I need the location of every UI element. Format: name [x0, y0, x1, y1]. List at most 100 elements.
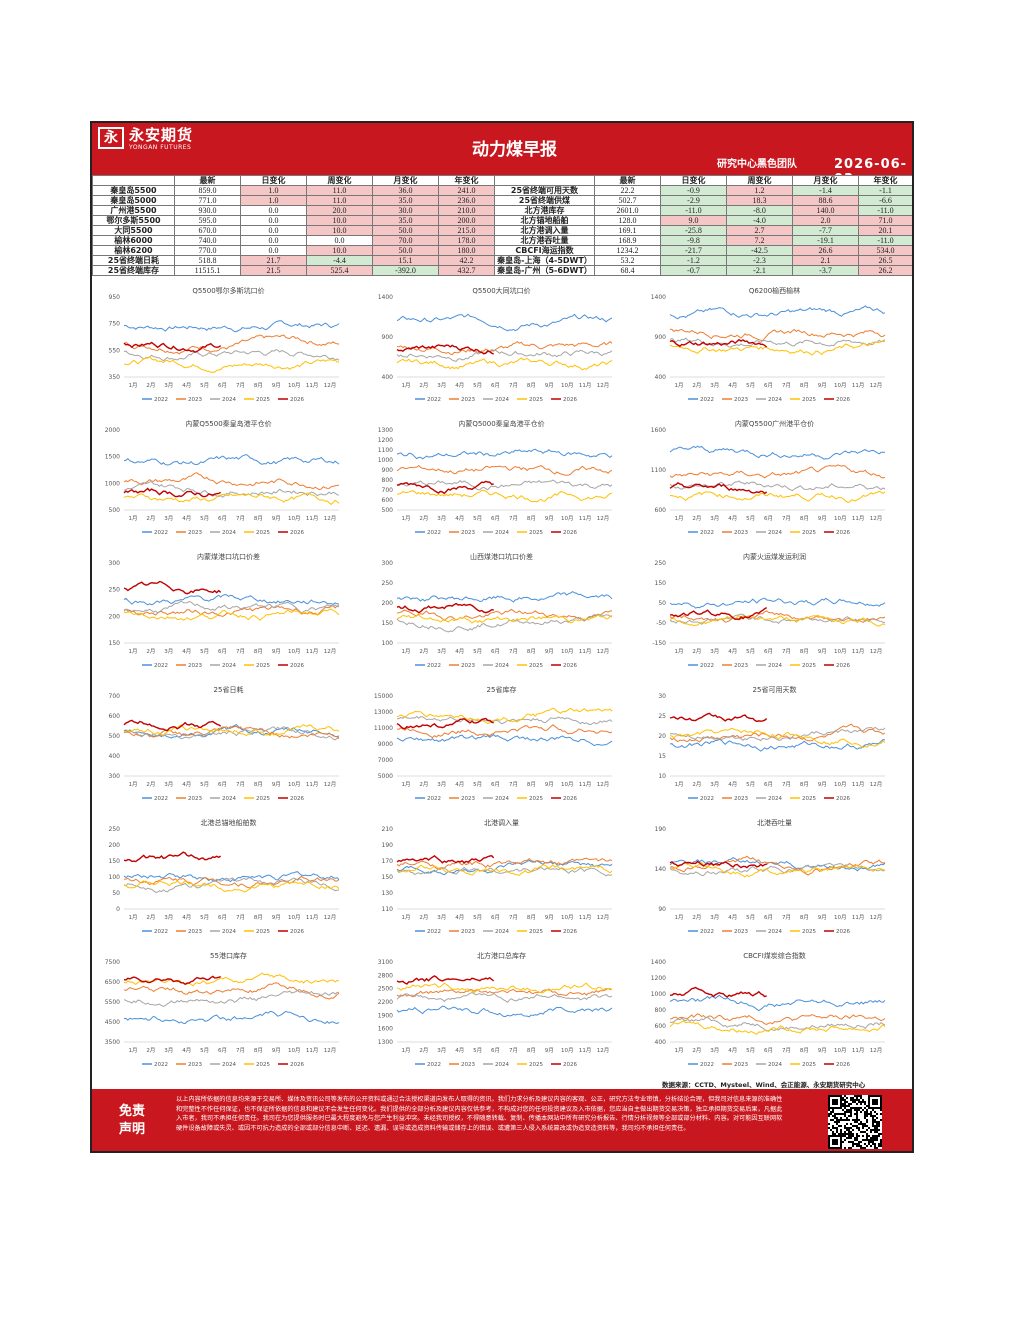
- legend-label: 2023: [461, 530, 475, 536]
- x-tick-label: 8月: [254, 1047, 263, 1054]
- x-tick-label: 1月: [401, 1047, 410, 1054]
- x-tick-label: 11月: [579, 1047, 592, 1054]
- y-tick-label: 1400: [378, 294, 393, 301]
- table-cell: 518.8: [174, 255, 241, 266]
- chart-title: 北港总锚地船舶数: [201, 818, 257, 827]
- x-tick-label: 9月: [272, 648, 281, 655]
- x-tick-label: 5月: [746, 1047, 755, 1054]
- x-tick-label: 7月: [236, 515, 245, 522]
- series-line-2022: [396, 448, 613, 460]
- x-tick-label: 4月: [455, 382, 464, 389]
- series-line-2022: [123, 453, 340, 466]
- x-tick-label: 5月: [473, 382, 482, 389]
- chart-title: 北方港口总库存: [477, 951, 526, 960]
- legend-label: 2025: [802, 796, 816, 802]
- y-tick-label: 300: [109, 773, 121, 780]
- table-cell: 1.0: [240, 185, 307, 196]
- series-line-2022: [669, 994, 886, 1012]
- series-line-2026: [396, 480, 494, 495]
- table-cell: -25.8: [660, 225, 727, 236]
- y-tick-label: 1200: [651, 975, 666, 982]
- table-cell: 0.0: [306, 235, 373, 246]
- series-line-2026: [669, 606, 768, 620]
- x-tick-label: 6月: [218, 914, 227, 921]
- x-tick-label: 2月: [146, 382, 155, 389]
- x-tick-label: 6月: [218, 515, 227, 522]
- legend-label: 2023: [734, 796, 748, 802]
- table-cell: 36.0: [372, 185, 439, 196]
- legend-label: 2025: [256, 530, 270, 536]
- table-cell: 770.0: [174, 245, 241, 256]
- series-line-2025: [396, 489, 613, 503]
- x-tick-label: 4月: [182, 648, 191, 655]
- series-line-2022: [669, 597, 886, 609]
- x-tick-label: 9月: [545, 781, 554, 788]
- x-tick-label: 10月: [561, 781, 574, 788]
- legend-label: 2026: [563, 796, 577, 802]
- table-cell: -3.7: [792, 265, 859, 276]
- legend-label: 2023: [461, 663, 475, 669]
- x-tick-label: 11月: [852, 1047, 865, 1054]
- legend-label: 2025: [256, 1062, 270, 1068]
- series-line-2023: [396, 464, 613, 476]
- table-header-cell: 年变化: [438, 175, 495, 186]
- row-label: 秦皇岛5500: [92, 185, 175, 196]
- x-tick-label: 3月: [710, 781, 719, 788]
- series-line-2022: [123, 594, 340, 606]
- chart-title: 25省库存: [487, 685, 517, 694]
- series-line-2025: [669, 614, 886, 627]
- x-tick-label: 2月: [419, 914, 428, 921]
- y-tick-label: 250: [109, 587, 121, 594]
- x-tick-label: 12月: [324, 515, 337, 522]
- x-tick-label: 5月: [746, 914, 755, 921]
- x-tick-label: 10月: [288, 515, 301, 522]
- x-tick-label: 12月: [597, 648, 610, 655]
- series-line-2025: [124, 724, 340, 737]
- legend-label: 2022: [700, 530, 714, 536]
- table-cell: 771.0: [174, 195, 241, 206]
- x-tick-label: 5月: [200, 781, 209, 788]
- table-header-cell: 日变化: [240, 175, 307, 186]
- x-tick-label: 3月: [437, 382, 446, 389]
- legend-label: 2025: [802, 929, 816, 935]
- table-cell: 0.0: [240, 245, 307, 256]
- x-tick-label: 1月: [674, 382, 683, 389]
- series-line-2024: [396, 866, 613, 877]
- x-tick-label: 3月: [437, 648, 446, 655]
- x-tick-label: 4月: [182, 1047, 191, 1054]
- x-tick-label: 4月: [728, 382, 737, 389]
- x-tick-label: 11月: [579, 648, 592, 655]
- legend-label: 2025: [256, 663, 270, 669]
- x-tick-label: 6月: [218, 648, 227, 655]
- series-line-2022: [669, 445, 886, 460]
- series-line-2024: [396, 479, 613, 491]
- x-tick-label: 3月: [164, 648, 173, 655]
- x-tick-label: 5月: [200, 1047, 209, 1054]
- table-cell: 10.0: [306, 245, 373, 256]
- table-cell: 1.2: [726, 185, 793, 196]
- legend-label: 2022: [154, 929, 168, 935]
- legend-label: 2026: [563, 663, 577, 669]
- series-line-2026: [396, 975, 495, 985]
- x-tick-label: 1月: [674, 914, 683, 921]
- series-line-2023: [396, 340, 613, 356]
- y-tick-label: 10: [658, 773, 666, 780]
- logo-en: YONGAN FUTURES: [129, 144, 192, 151]
- x-tick-label: 4月: [182, 515, 191, 522]
- y-tick-label: 13000: [374, 709, 393, 716]
- y-tick-label: 950: [109, 294, 121, 301]
- y-tick-label: 1500: [105, 454, 120, 461]
- legend-label: 2023: [461, 929, 475, 935]
- x-tick-label: 1月: [674, 515, 683, 522]
- line-chart: 内蒙煤港口坑口价差 300 250 200 150 1月 2月 3月 4月 5月 6月 7月 8月 9月 1…: [109, 552, 340, 669]
- y-tick-label: 1000: [651, 991, 666, 998]
- charts-grid: Q5500鄂尔多斯坑口价 950 750 550 350 1月 2月 3月 4月 5月 6月 7月 8月…: [92, 283, 912, 1083]
- x-tick-label: 1月: [128, 382, 137, 389]
- line-chart: CBCFI煤炭综合指数 1400 1200 1000 800 600 400 1月 2月 3月 4月…: [651, 951, 886, 1068]
- legend-label: 2025: [529, 397, 543, 403]
- x-tick-label: 6月: [491, 515, 500, 522]
- legend-label: 2024: [222, 796, 236, 802]
- legend-label: 2022: [427, 929, 441, 935]
- table-cell: -11.0: [858, 205, 912, 216]
- x-tick-label: 1月: [401, 382, 410, 389]
